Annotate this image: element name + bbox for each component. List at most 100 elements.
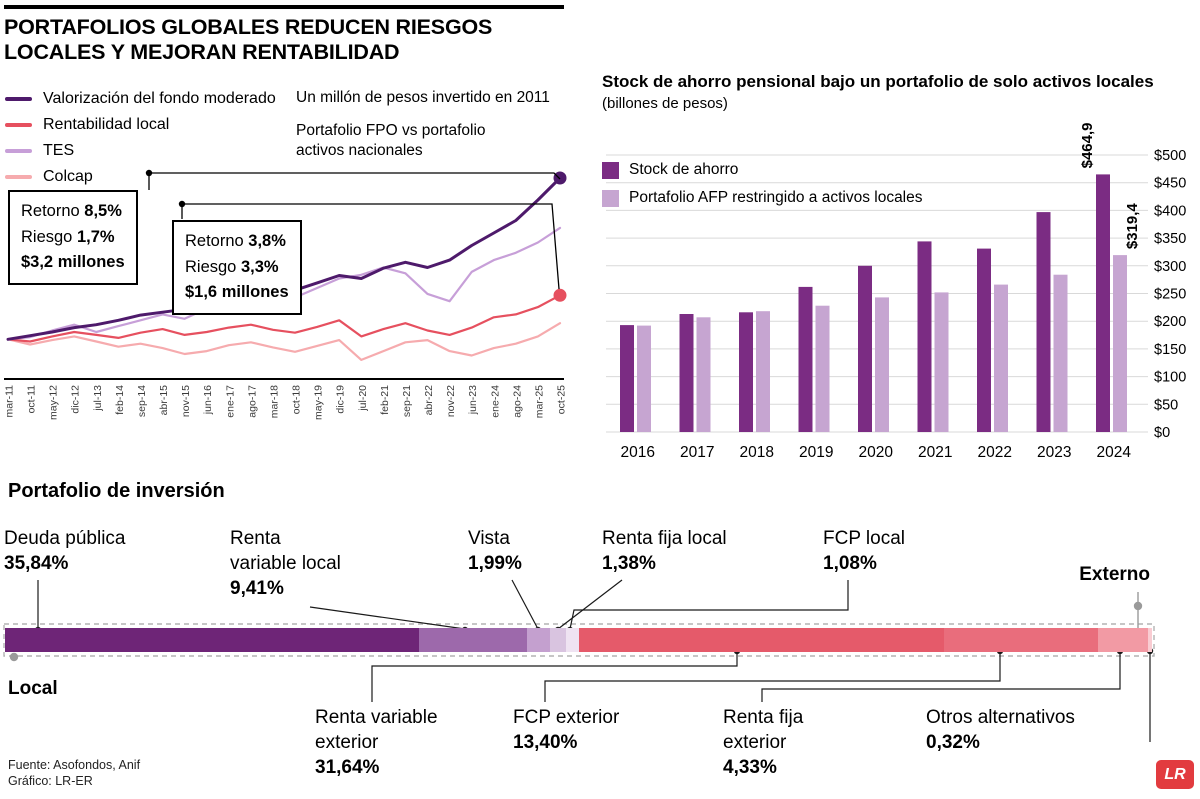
legend-label: TES (43, 142, 75, 159)
bar-chart: $0 $50 $100 $150 $200 $250 $300 $350 $400 $450 $50… (606, 123, 1186, 461)
y-tick-label: $400 (1154, 203, 1186, 219)
portfolio-segment-otros-alternativos (1148, 628, 1152, 652)
local-group-label: Local (8, 678, 58, 699)
portfolio-segment-vista (527, 628, 551, 652)
callout-anchor-dot (178, 200, 186, 208)
portfolio-label-line: FCP local (823, 528, 906, 549)
square-swatch-icon (602, 161, 619, 179)
bar-portafolio-afp-2016 (637, 325, 651, 432)
x-tick-label: jun-23 (467, 385, 479, 415)
x-tick-label: oct-11 (26, 385, 38, 414)
bar-portafolio-afp-2023 (1053, 274, 1068, 432)
portfolio-label-fcp-exterior: FCP exterior 13,40% (513, 705, 673, 755)
y-tick-label: $0 (1154, 425, 1170, 441)
page-title-line2: LOCALES Y MEJORAN RENTABILIDAD (4, 40, 400, 65)
y-tick-label: $50 (1154, 397, 1178, 413)
title-rule (4, 5, 564, 9)
x-category-label: 2016 (621, 444, 655, 461)
callout-retorno: Retorno 8,5% (21, 202, 122, 220)
x-category-label: 2021 (918, 444, 952, 461)
x-tick-label: ago-17 (246, 385, 258, 418)
series-end-dot-1 (553, 288, 567, 302)
portfolio-segment-renta-fija-exterior (1098, 628, 1149, 652)
callout-retorno: Retorno 3,8% (185, 232, 286, 250)
portfolio-label-renta-variable-local: Renta variable local 9,41% (230, 526, 380, 601)
bar-stock-ahorro-2023 (1036, 212, 1051, 432)
x-tick-label: feb-14 (114, 385, 126, 415)
note-comparison-line1: Portafolio FPO vs portafolio (296, 122, 486, 140)
x-tick-label: ene-24 (489, 385, 501, 418)
portfolio-label-renta-fija-local: Renta fija local 1,38% (602, 526, 762, 576)
portfolio-label-line: Renta variable (315, 707, 438, 728)
portfolio-segment-deuda-pública (5, 628, 419, 652)
x-tick-label: oct-18 (291, 385, 303, 414)
series-line-3 (6, 322, 562, 361)
note-comparison: Portafolio FPO vs portafolio activos nac… (296, 121, 576, 161)
y-tick-label: $250 (1154, 287, 1186, 303)
bar-portafolio-afp-2017 (696, 317, 711, 432)
portfolio-label-renta-fija-exterior: Renta fija exterior 4,33% (723, 705, 883, 780)
y-tick-label: $300 (1154, 259, 1186, 275)
portfolio-label-pct: 1,08% (823, 553, 877, 575)
portfolio-label-line: Renta fija (723, 707, 804, 728)
legend-item-portafolio-afp: Portafolio AFP restringido a activos loc… (602, 189, 923, 207)
bar-stock-ahorro-2024 (1096, 174, 1110, 432)
callout-riesgo: Riesgo 3,3% (185, 257, 279, 276)
bar-portafolio-afp-2018 (756, 311, 770, 432)
portfolio-label-pct: 13,40% (513, 732, 578, 754)
x-tick-label: may-12 (48, 385, 60, 420)
x-category-label: 2017 (680, 444, 714, 461)
y-tick-label: $500 (1154, 148, 1186, 164)
bar-chart-title: Stock de ahorro pensional bajo un portaf… (602, 72, 1154, 91)
y-tick-label: $350 (1154, 231, 1186, 247)
bar-stock-ahorro-2021 (917, 241, 932, 432)
note-comparison-line2: activos nacionales (296, 142, 423, 160)
portfolio-label-line: Otros alternativos (926, 707, 1075, 728)
portfolio-label-pct: 9,41% (230, 578, 284, 600)
x-tick-label: mar-18 (269, 385, 281, 418)
bar-chart-header: Stock de ahorro pensional bajo un portaf… (602, 72, 1194, 112)
x-category-label: 2019 (799, 444, 833, 461)
x-tick-label: ene-17 (224, 385, 236, 418)
line-swatch-icon (5, 149, 32, 153)
x-tick-label: jun-16 (202, 385, 214, 415)
x-tick-label: jul-20 (357, 385, 369, 412)
x-tick-label: sep-21 (401, 385, 413, 417)
portfolio-segment-renta-fija-local (550, 628, 567, 652)
legend-label: Colcap (43, 168, 93, 185)
legend-label: Rentabilidad local (43, 116, 170, 133)
legend-label: Stock de ahorro (629, 161, 739, 178)
x-tick-label: oct-25 (556, 385, 568, 414)
externo-group-label: Externo (1079, 564, 1150, 585)
label-connector-lines (37, 579, 1151, 742)
bar-stock-ahorro-2016 (620, 325, 634, 432)
x-tick-label: ago-24 (511, 385, 523, 418)
bar-chart-subtitle: (billones de pesos) (602, 95, 728, 112)
x-category-label: 2020 (859, 444, 894, 461)
portfolio-label-deuda-pública: Deuda pública 35,84% (4, 526, 164, 576)
x-category-label: 2024 (1097, 444, 1132, 461)
portfolio-label-line: Renta fija local (602, 528, 727, 549)
series-end-dot-0 (553, 171, 567, 185)
bar-stock-ahorro-2019 (798, 286, 813, 432)
x-tick-label: nov-22 (445, 385, 457, 417)
portfolio-labels: Deuda pública 35,84% Renta variable local 9,… (0, 480, 1200, 792)
bar-stock-ahorro-2022 (977, 248, 991, 432)
portfolio-label-otros-alternativos: Otros alternativos 0,32% (926, 705, 1116, 755)
portfolio-label-pct: 1,99% (468, 553, 522, 575)
bar-portafolio-afp-2022 (994, 284, 1008, 432)
credit-note: Gráfico: LR-ER (8, 774, 93, 788)
legend-item-colcap: Colcap (5, 164, 276, 190)
note-investment: Un millón de pesos invertido en 2011 (296, 89, 550, 106)
callout-leader-line (148, 172, 561, 190)
portfolio-label-line: FCP exterior (513, 707, 620, 728)
callout-amount: $3,2 millones (21, 253, 125, 272)
portfolio-segment-renta-variable-local (418, 628, 528, 652)
callout-anchor-dot (145, 169, 153, 177)
portfolio-label-fcp-local: FCP local 1,08% (823, 526, 953, 576)
x-tick-label: abr-22 (423, 385, 435, 416)
portfolio-segment-fcp-exterior (943, 628, 1099, 652)
portfolio-label-pct: 4,33% (723, 757, 777, 779)
x-tick-label: jul-13 (92, 385, 104, 412)
